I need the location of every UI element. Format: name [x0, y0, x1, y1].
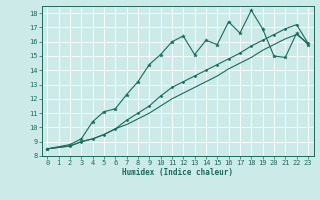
X-axis label: Humidex (Indice chaleur): Humidex (Indice chaleur): [122, 168, 233, 177]
